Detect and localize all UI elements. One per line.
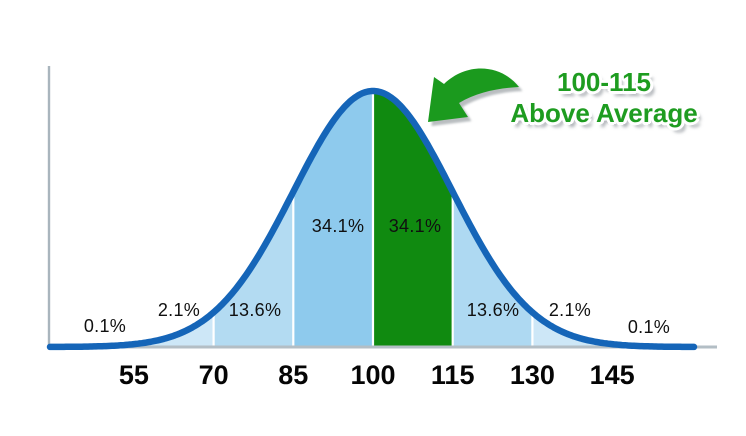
percent-label-100-115: 34.1% [388, 216, 442, 236]
percent-label-130-145: 2.1% [548, 300, 592, 320]
callout-category: Above Average [510, 98, 698, 128]
percent-label->145: 0.1% [627, 317, 671, 337]
percent-label-70-85: 13.6% [228, 300, 282, 320]
percent-label-<55: 0.1% [83, 316, 127, 336]
arrow-body [428, 68, 519, 122]
percent-label-55-70: 2.1% [157, 300, 201, 320]
callout-headline: 100-115 Above Average [498, 67, 710, 129]
callout-range: 100-115 [557, 67, 651, 97]
callout-arrow [418, 58, 530, 136]
percent-label-85-100: 34.1% [311, 216, 365, 236]
x-tick-label-55: 55 [118, 360, 149, 390]
curved-arrow-icon [428, 68, 523, 126]
x-tick-label-145: 145 [589, 360, 635, 390]
distribution-band-130-145 [532, 312, 613, 347]
x-tick-label-100: 100 [350, 360, 396, 390]
percent-label-115-130: 13.6% [466, 300, 520, 320]
bell-curve-stroke [46, 87, 698, 351]
x-tick-label-85: 85 [278, 360, 309, 390]
x-tick-label-130: 130 [509, 360, 555, 390]
x-tick-label-70: 70 [198, 360, 229, 390]
x-tick-label-115: 115 [430, 360, 475, 390]
distribution-band-55-70 [133, 312, 214, 347]
